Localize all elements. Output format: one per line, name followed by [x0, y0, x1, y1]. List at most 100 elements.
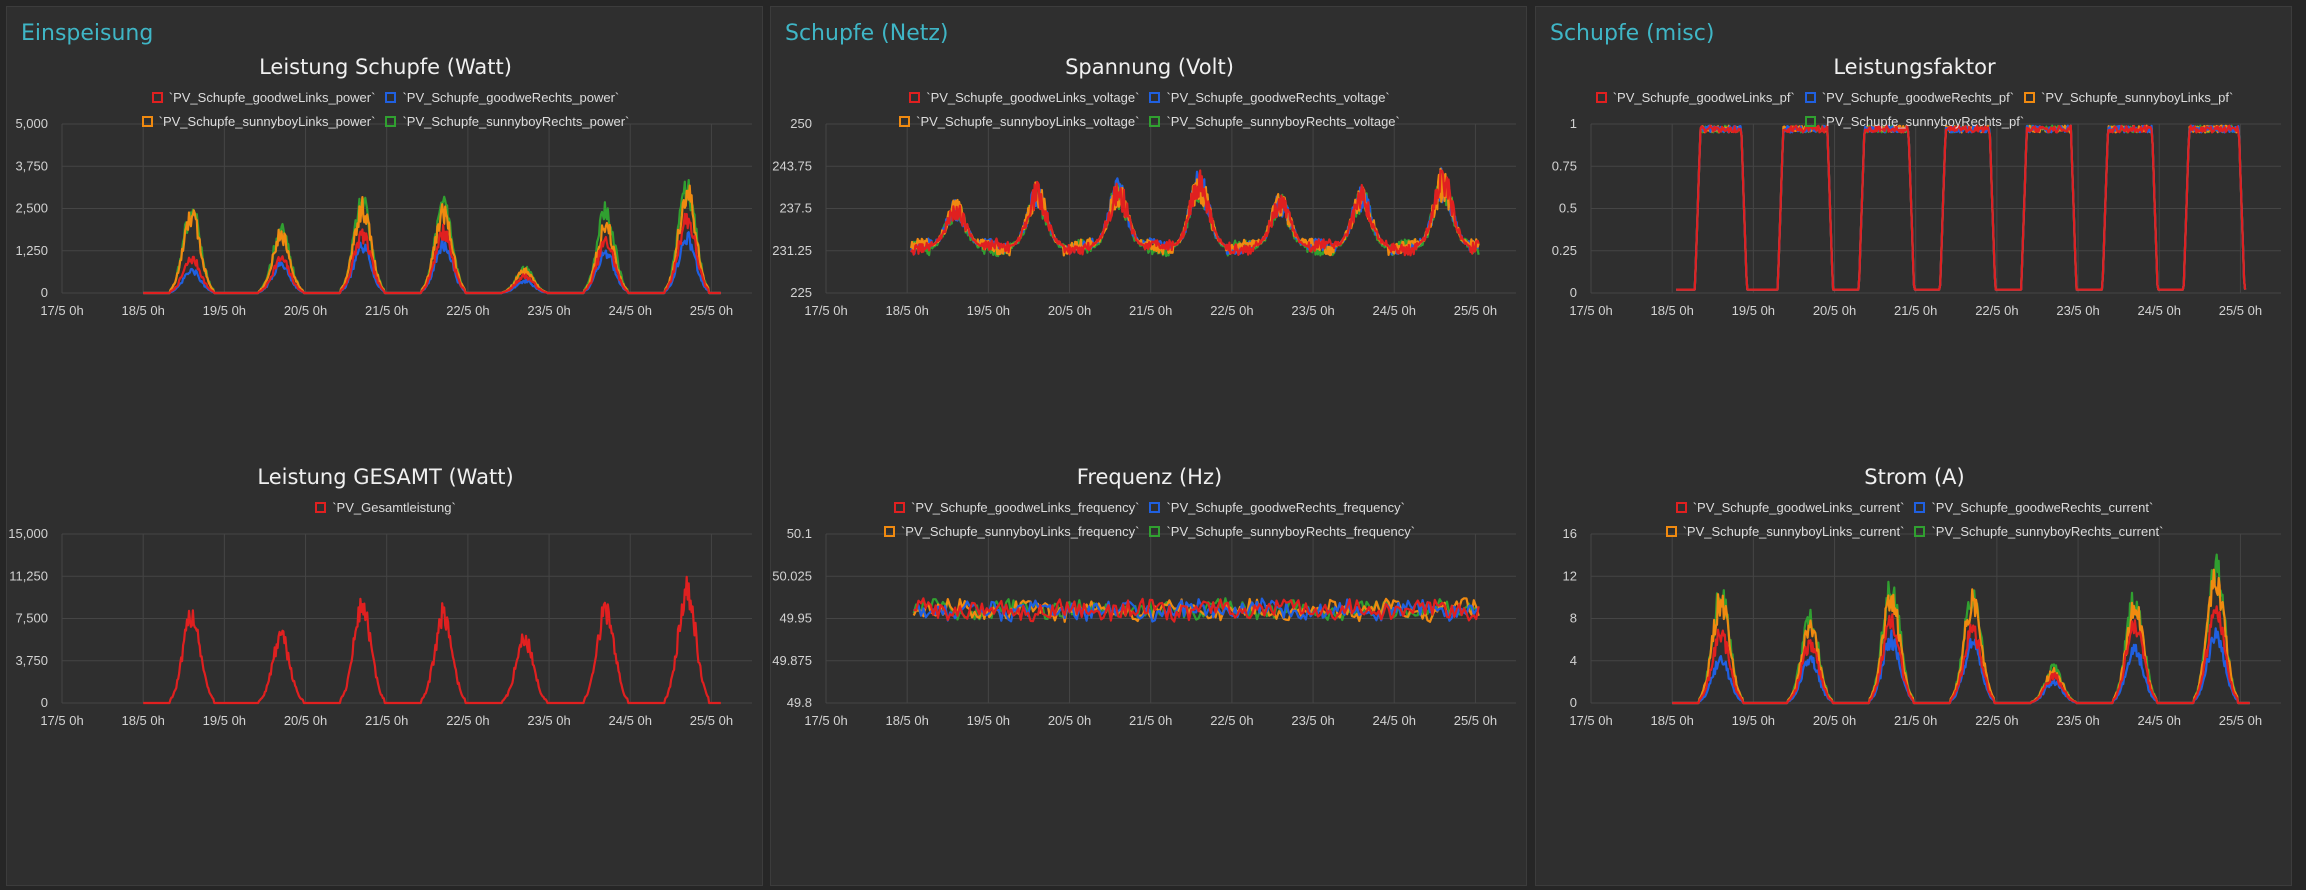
legend-label: `PV_Gesamtleistung`: [332, 500, 456, 515]
legend-swatch: [1804, 116, 1816, 127]
x-tick-label: 21/5 0h: [1129, 303, 1172, 318]
chart-leistung-schupfe: 0 1,250 2,500 3,750 5,000 17/5 0h 18/5 0h 19/5 …: [7, 7, 764, 417]
panel-title[interactable]: Schupfe (Netz): [785, 21, 949, 46]
legend-label: `PV_Schupfe_goodweRechts_power`: [402, 90, 620, 105]
x-tick-label: 20/5 0h: [284, 303, 327, 318]
x-tick-label: 17/5 0h: [804, 713, 847, 728]
x-tick-label: 22/5 0h: [1975, 303, 2018, 318]
legend-item[interactable]: `PV_Schupfe_goodweLinks_frequency`: [894, 496, 1139, 520]
x-tick-label: 22/5 0h: [1210, 303, 1253, 318]
panel-schupfe-netz: Schupfe (Netz) 225 231.25 237.5 243.75 250 17…: [770, 6, 1527, 886]
y-tick-label: 15,000: [8, 526, 48, 541]
x-tick-label: 21/5 0h: [365, 713, 408, 728]
legend-swatch: [141, 116, 153, 127]
chart-title: Leistung Schupfe (Watt): [259, 55, 512, 79]
x-tick-label: 24/5 0h: [609, 713, 652, 728]
y-tick-label: 7,500: [15, 611, 48, 626]
legend-label: `PV_Schupfe_goodweRechts_voltage`: [1166, 90, 1390, 105]
legend-label: `PV_Schupfe_sunnyboyLinks_pf`: [2041, 90, 2234, 105]
legend-swatch: [151, 92, 163, 103]
x-tick-label: 19/5 0h: [1732, 303, 1775, 318]
series-line: [1676, 124, 2247, 291]
x-tick-label: 20/5 0h: [1048, 713, 1091, 728]
x-tick-label: 25/5 0h: [1454, 303, 1497, 318]
legend-swatch: [909, 92, 921, 103]
legend-item[interactable]: `PV_Schupfe_sunnyboyRechts_power`: [385, 110, 629, 134]
y-tick-label: 50.025: [772, 568, 812, 583]
panel-title[interactable]: Schupfe (misc): [1550, 21, 1715, 46]
legend-item[interactable]: `PV_Schupfe_goodweRechts_voltage`: [1149, 86, 1390, 110]
chart-legend: `PV_Schupfe_goodweLinks_pf` `PV_Schupfe_g…: [1536, 86, 2293, 134]
legend-item[interactable]: `PV_Schupfe_sunnyboyLinks_voltage`: [899, 110, 1139, 134]
x-tick-label: 18/5 0h: [885, 303, 928, 318]
legend-swatch: [1149, 502, 1161, 513]
chart-legend: `PV_Schupfe_goodweLinks_voltage` `PV_Schu…: [771, 86, 1528, 134]
panel-title[interactable]: Einspeisung: [21, 21, 154, 46]
x-tick-label: 19/5 0h: [203, 713, 246, 728]
y-tick-label: 1: [1570, 116, 1577, 131]
legend-item[interactable]: `PV_Schupfe_sunnyboyLinks_power`: [141, 110, 376, 134]
series-line: [1676, 124, 2247, 291]
y-tick-label: 3,750: [15, 653, 48, 668]
legend-label: `PV_Schupfe_goodweRechts_current`: [1931, 500, 2154, 515]
legend-label: `PV_Schupfe_sunnyboyRechts_pf`: [1821, 114, 2025, 129]
legend-item[interactable]: `PV_Schupfe_goodweRechts_frequency`: [1149, 496, 1405, 520]
legend-item[interactable]: `PV_Schupfe_sunnyboyLinks_pf`: [2024, 86, 2233, 110]
y-tick-label: 5,000: [15, 116, 48, 131]
chart-legend: `PV_Schupfe_goodweLinks_frequency` `PV_Sc…: [771, 496, 1528, 544]
chart-legend: `PV_Schupfe_goodweLinks_power` `PV_Schupf…: [7, 86, 764, 134]
legend-item[interactable]: `PV_Schupfe_sunnyboyLinks_current`: [1665, 520, 1904, 544]
y-tick-label: 0: [41, 285, 48, 300]
legend-item[interactable]: `PV_Schupfe_goodweLinks_current`: [1675, 496, 1904, 520]
legend-item[interactable]: `PV_Schupfe_sunnyboyLinks_frequency`: [883, 520, 1139, 544]
chart-title: Leistung GESAMT (Watt): [257, 465, 514, 489]
y-tick-label: 231.25: [772, 243, 812, 258]
y-tick-label: 250: [790, 116, 812, 131]
legend-item[interactable]: `PV_Schupfe_sunnyboyRechts_voltage`: [1149, 110, 1400, 134]
x-tick-label: 23/5 0h: [2056, 713, 2099, 728]
legend-item[interactable]: `PV_Gesamtleistung`: [315, 496, 456, 520]
chart-svg: 0 1,250 2,500 3,750 5,000 17/5 0h 18/5 0h 19/5 …: [15, 116, 752, 318]
legend-label: `PV_Schupfe_sunnyboyLinks_power`: [158, 114, 376, 129]
legend-item[interactable]: `PV_Schupfe_sunnyboyRechts_current`: [1914, 520, 2163, 544]
chart-svg: 0 3,750 7,500 11,250 15,000 17/5 0h 18/5 0h 19/…: [8, 526, 752, 728]
x-tick-label: 24/5 0h: [2138, 713, 2181, 728]
legend-item[interactable]: `PV_Schupfe_goodweLinks_power`: [151, 86, 375, 110]
legend-item[interactable]: `PV_Schupfe_goodweRechts_pf`: [1804, 86, 2015, 110]
x-tick-label: 18/5 0h: [121, 713, 164, 728]
legend-swatch: [883, 526, 895, 537]
y-tick-label: 49.95: [779, 611, 812, 626]
legend-label: `PV_Schupfe_goodweRechts_pf`: [1821, 90, 2015, 105]
y-tick-label: 11,250: [9, 568, 48, 583]
x-tick-label: 25/5 0h: [1454, 713, 1497, 728]
x-tick-label: 17/5 0h: [40, 303, 83, 318]
legend-swatch: [1804, 92, 1816, 103]
legend-item[interactable]: `PV_Schupfe_sunnyboyRechts_frequency`: [1149, 520, 1415, 544]
legend-label: `PV_Schupfe_goodweLinks_frequency`: [911, 500, 1140, 515]
legend-swatch: [1675, 502, 1687, 513]
y-tick-label: 243.75: [772, 158, 812, 173]
series-line: [143, 212, 721, 295]
x-tick-label: 22/5 0h: [446, 303, 489, 318]
chart-spannung: 225 231.25 237.5 243.75 250 17/5 0h 18/5 0h 19/…: [771, 7, 1528, 417]
legend-swatch: [385, 92, 397, 103]
legend-item[interactable]: `PV_Schupfe_sunnyboyRechts_pf`: [1804, 110, 2025, 134]
legend-label: `PV_Schupfe_sunnyboyLinks_voltage`: [916, 114, 1140, 129]
legend-item[interactable]: `PV_Schupfe_goodweRechts_power`: [385, 86, 619, 110]
x-tick-label: 23/5 0h: [1291, 303, 1334, 318]
chart-title: Frequenz (Hz): [1076, 465, 1223, 489]
legend-label: `PV_Schupfe_sunnyboyRechts_voltage`: [1166, 114, 1400, 129]
x-tick-label: 17/5 0h: [804, 303, 847, 318]
legend-item[interactable]: `PV_Schupfe_goodweLinks_voltage`: [909, 86, 1139, 110]
x-tick-label: 18/5 0h: [1650, 303, 1693, 318]
legend-item[interactable]: `PV_Schupfe_goodweLinks_pf`: [1595, 86, 1795, 110]
chart-svg: 0 4 8 12 16 17/5 0h 18/5 0h 19/5 0h 20/5 0h 21/5 …: [1563, 526, 2281, 728]
x-tick-label: 20/5 0h: [284, 713, 327, 728]
y-tick-label: 4: [1570, 653, 1577, 668]
legend-item[interactable]: `PV_Schupfe_goodweRechts_current`: [1914, 496, 2153, 520]
y-tick-label: 3,750: [15, 158, 48, 173]
y-tick-label: 0: [1570, 695, 1577, 710]
chart-title: Leistungsfaktor: [1833, 55, 1996, 79]
y-tick-label: 0: [41, 695, 48, 710]
x-tick-label: 18/5 0h: [1650, 713, 1693, 728]
